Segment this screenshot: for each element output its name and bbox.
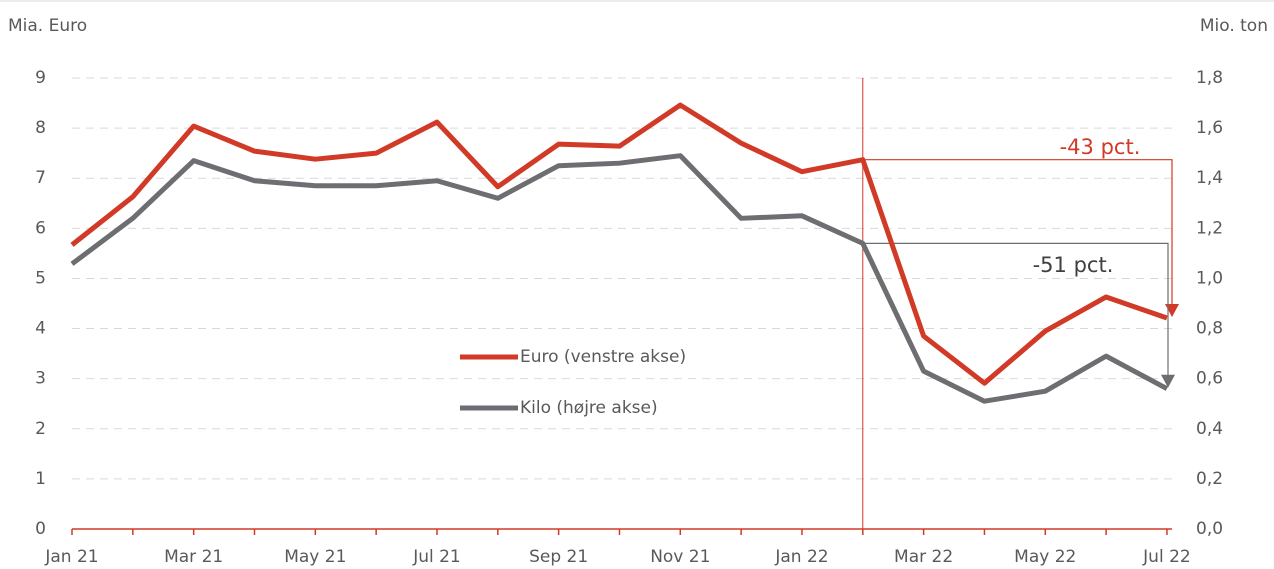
y-tick-label: 9 [35, 68, 46, 88]
y2-tick-label: 0,6 [1196, 369, 1223, 389]
x-tick-label: May 21 [284, 547, 346, 567]
y2-tick-label: 0,8 [1196, 319, 1223, 339]
y2-tick-label: 0,4 [1196, 419, 1223, 439]
y-tick-label: 1 [35, 469, 46, 489]
x-tick-label: May 22 [1014, 547, 1076, 567]
y-tick-label: 7 [35, 168, 46, 188]
y2-tick-label: 0,0 [1196, 519, 1223, 539]
x-tick-label: Nov 21 [650, 547, 710, 567]
y-tick-label: 2 [35, 419, 46, 439]
y2-axis-label: Mio. ton [1200, 16, 1268, 36]
y-tick-label: 0 [35, 519, 46, 539]
x-tick-label: Sep 21 [529, 547, 588, 567]
y-tick-label: 8 [35, 118, 46, 138]
y-tick-label: 5 [35, 268, 46, 288]
x-tick-label: Mar 22 [894, 547, 953, 567]
annotation-bracket [862, 242, 1169, 377]
legend-label: Kilo (højre akse) [520, 398, 658, 418]
x-tick-label: Mar 21 [164, 547, 223, 567]
y2-tick-label: 0,2 [1196, 469, 1223, 489]
annotation: -51 pct. [1033, 253, 1114, 277]
legend-label: Euro (venstre akse) [520, 347, 686, 367]
y2-tick-label: 1,4 [1196, 168, 1223, 188]
y-tick-label: 6 [35, 218, 46, 238]
y2-tick-label: 1,2 [1196, 218, 1223, 238]
y-tick-label: 3 [35, 369, 46, 389]
annotation: -43 pct. [1060, 135, 1141, 159]
y-tick-label: 4 [35, 319, 46, 339]
x-tick-label: Jan 22 [774, 547, 828, 567]
y2-tick-label: 1,0 [1196, 268, 1223, 288]
x-tick-label: Jul 22 [1142, 547, 1191, 567]
y2-tick-label: 1,8 [1196, 68, 1223, 88]
y-axis-label: Mia. Euro [8, 16, 87, 36]
y2-tick-label: 1,6 [1196, 118, 1223, 138]
annotation-arrow [1161, 374, 1175, 388]
x-tick-label: Jul 21 [412, 547, 461, 567]
annotation-bracket [862, 159, 1173, 307]
series-line [70, 153, 1169, 404]
x-tick-label: Jan 21 [44, 547, 98, 567]
annotation-arrow [1165, 304, 1179, 318]
series-line [70, 102, 1168, 386]
